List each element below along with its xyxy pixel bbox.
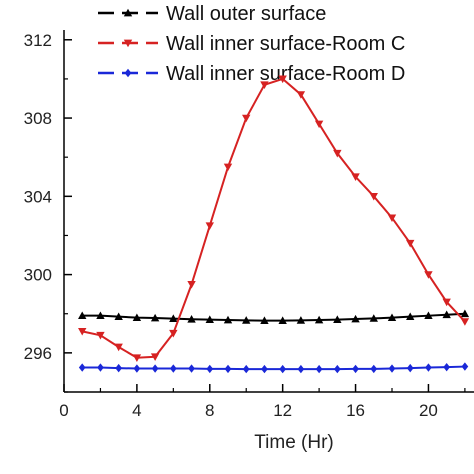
series-line	[82, 365, 465, 371]
series-2	[78, 75, 470, 362]
data-point	[242, 364, 250, 374]
series-1	[78, 309, 470, 324]
data-point	[369, 314, 378, 322]
data-point	[96, 331, 105, 340]
data-point	[223, 163, 233, 172]
y-tick-label: 296	[24, 344, 52, 363]
data-point	[78, 311, 87, 320]
data-point	[333, 364, 341, 374]
x-tick-label: 8	[205, 401, 214, 420]
series-line	[82, 77, 466, 359]
data-point	[425, 363, 432, 372]
data-point	[169, 314, 178, 322]
data-point	[387, 313, 397, 322]
data-point	[443, 362, 451, 372]
data-point	[223, 315, 233, 324]
data-point	[333, 149, 342, 158]
data-point	[96, 311, 105, 320]
data-point	[133, 364, 141, 373]
legend-label: Wall inner surface-Room D	[166, 63, 405, 85]
data-point	[424, 311, 433, 320]
y-tick-label: 308	[24, 109, 52, 128]
data-point	[242, 316, 251, 324]
x-tick-label: 4	[132, 401, 141, 420]
y-tick-label: 304	[24, 187, 52, 206]
data-point	[169, 364, 177, 373]
data-point	[205, 315, 214, 323]
legend-marker	[123, 39, 133, 48]
data-point	[351, 314, 360, 323]
plot-area	[78, 75, 470, 374]
legend-label: Wall outer surface	[166, 3, 326, 25]
data-point	[351, 173, 360, 181]
axes: 0 4 8 12 16 20 296 300 304 308 312	[24, 30, 474, 420]
data-point	[278, 75, 287, 84]
data-point	[187, 281, 196, 289]
data-point	[296, 316, 306, 324]
data-point	[388, 364, 396, 373]
data-point	[151, 364, 159, 373]
legend-marker	[123, 8, 133, 17]
y-tick-label: 312	[24, 31, 52, 50]
x-tick-label: 20	[419, 401, 438, 420]
series-3	[78, 362, 469, 374]
data-point	[132, 354, 142, 362]
data-point	[315, 364, 323, 374]
data-point	[114, 343, 123, 352]
data-point	[369, 192, 378, 201]
data-point	[150, 353, 160, 361]
data-point	[242, 114, 251, 123]
data-point	[150, 313, 160, 322]
x-tick-label: 12	[273, 401, 292, 420]
legend-label: Wall inner surface-Room C	[166, 33, 405, 55]
data-point	[314, 120, 324, 129]
data-point	[205, 222, 214, 230]
data-point	[114, 312, 123, 321]
legend-entry: Wall inner surface-Room D	[98, 63, 405, 85]
data-point	[460, 318, 470, 326]
data-point	[278, 316, 287, 324]
data-point	[442, 298, 451, 307]
data-point	[406, 312, 415, 321]
data-point	[333, 315, 342, 323]
data-point	[78, 363, 86, 372]
data-point	[224, 364, 232, 374]
data-point	[314, 315, 324, 324]
data-point	[461, 362, 469, 371]
data-point	[297, 364, 305, 374]
data-point	[187, 315, 196, 323]
y-tick-label: 300	[24, 266, 52, 285]
data-point	[370, 364, 378, 374]
series-line	[82, 312, 465, 322]
data-point	[188, 364, 195, 373]
data-point	[169, 329, 178, 338]
data-point	[460, 309, 470, 318]
data-point	[406, 363, 414, 373]
data-point	[387, 214, 397, 223]
legend-entry: Wall inner surface-Room C	[98, 33, 405, 55]
x-axis-label: Time (Hr)	[254, 432, 334, 453]
data-point	[424, 271, 433, 279]
data-point	[97, 363, 104, 372]
data-point	[260, 316, 269, 324]
data-point	[260, 81, 269, 89]
data-point	[115, 363, 123, 373]
data-point	[352, 364, 359, 374]
x-tick-label: 0	[59, 401, 68, 420]
data-point	[132, 313, 142, 322]
data-point	[442, 310, 451, 319]
data-point	[206, 364, 214, 374]
legend-marker	[124, 68, 132, 78]
data-point	[279, 364, 287, 374]
x-tick-label: 16	[346, 401, 365, 420]
data-point	[296, 91, 306, 99]
legend-entry: Wall outer surface	[98, 3, 326, 25]
data-point	[406, 239, 415, 248]
data-point	[261, 364, 268, 374]
legend: Wall outer surface Wall inner surface-Roo…	[98, 3, 405, 85]
data-point	[78, 327, 87, 336]
